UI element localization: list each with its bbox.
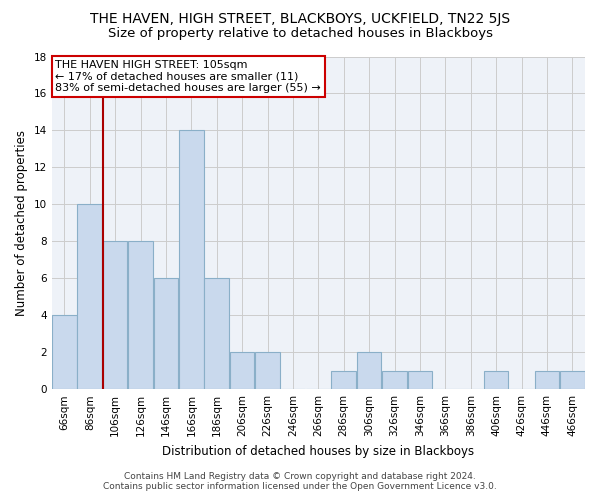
- Bar: [128, 242, 153, 389]
- Bar: [560, 370, 584, 389]
- Bar: [255, 352, 280, 389]
- Bar: [535, 370, 559, 389]
- Bar: [154, 278, 178, 389]
- Text: THE HAVEN HIGH STREET: 105sqm
← 17% of detached houses are smaller (11)
83% of s: THE HAVEN HIGH STREET: 105sqm ← 17% of d…: [55, 60, 321, 94]
- Bar: [77, 204, 102, 389]
- Y-axis label: Number of detached properties: Number of detached properties: [15, 130, 28, 316]
- Bar: [407, 370, 432, 389]
- Text: Contains HM Land Registry data © Crown copyright and database right 2024.
Contai: Contains HM Land Registry data © Crown c…: [103, 472, 497, 491]
- Bar: [230, 352, 254, 389]
- Bar: [103, 242, 127, 389]
- Text: Size of property relative to detached houses in Blackboys: Size of property relative to detached ho…: [107, 28, 493, 40]
- Bar: [205, 278, 229, 389]
- Bar: [484, 370, 508, 389]
- Bar: [179, 130, 203, 389]
- Text: THE HAVEN, HIGH STREET, BLACKBOYS, UCKFIELD, TN22 5JS: THE HAVEN, HIGH STREET, BLACKBOYS, UCKFI…: [90, 12, 510, 26]
- X-axis label: Distribution of detached houses by size in Blackboys: Distribution of detached houses by size …: [162, 444, 475, 458]
- Bar: [382, 370, 407, 389]
- Bar: [52, 316, 77, 389]
- Bar: [357, 352, 382, 389]
- Bar: [331, 370, 356, 389]
